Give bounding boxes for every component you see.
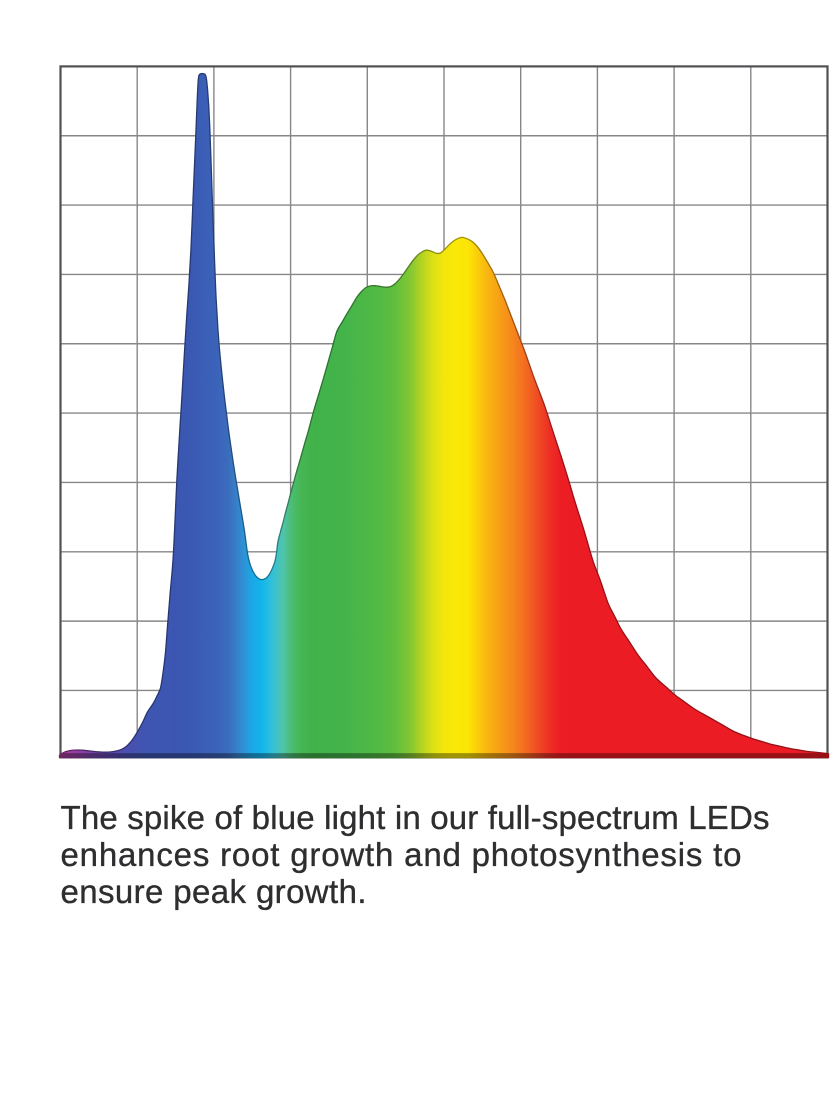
svg-text:ensure peak growth.: ensure peak growth.: [61, 873, 367, 910]
svg-text:The spike of blue light in our: The spike of blue light in our full-spec…: [61, 799, 770, 836]
svg-text:enhances root growth and photo: enhances root growth and photosynthesis …: [61, 836, 742, 873]
